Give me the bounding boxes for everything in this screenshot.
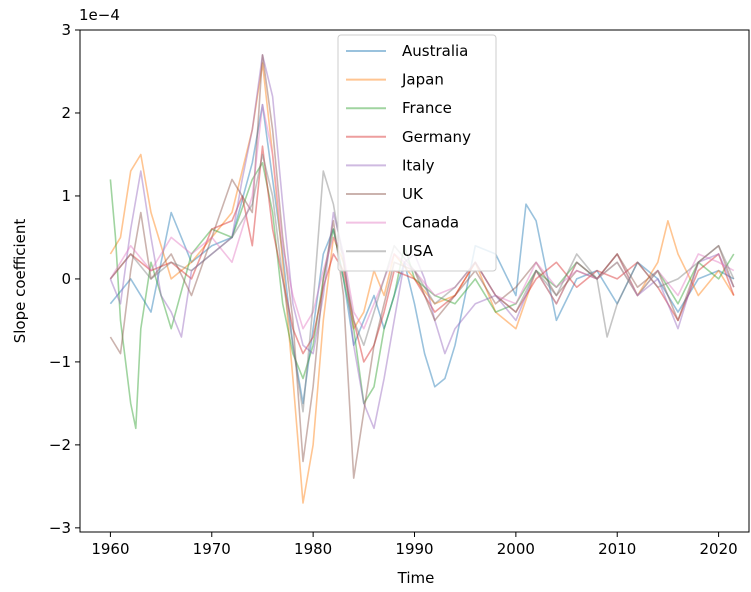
x-axis-label: Time	[397, 569, 435, 587]
y-tick-label: 0	[61, 270, 71, 288]
legend: Australia Japan France Germany Italy UK Canada…	[337, 34, 497, 272]
legend-label: Canada	[402, 214, 459, 232]
series-layer	[109, 54, 735, 504]
y-tick-label: −2	[49, 436, 71, 454]
y-tick-label: 1	[61, 187, 71, 205]
x-axis-ticks: 1960 1970 1980 1990 2000 2010 2020	[91, 532, 738, 558]
legend-label: USA	[402, 242, 434, 260]
x-tick-label: 1960	[91, 540, 129, 558]
series-line-usa	[109, 153, 735, 413]
series-line-uk	[109, 54, 735, 479]
x-tick-label: 1990	[395, 540, 433, 558]
x-tick-label: 1970	[193, 540, 231, 558]
legend-label: Japan	[401, 71, 444, 89]
x-tick-label: 2010	[598, 540, 636, 558]
series-line-germany	[109, 145, 735, 363]
x-tick-label: 1980	[294, 540, 332, 558]
x-tick-label: 2020	[699, 540, 737, 558]
y-tick-label: −1	[49, 353, 71, 371]
y-axis-label: Slope coefficient	[11, 219, 29, 344]
series-line-france	[109, 162, 735, 430]
legend-label: UK	[402, 185, 424, 203]
legend-label: Australia	[402, 42, 468, 60]
y-tick-label: 3	[61, 21, 71, 39]
y-axis-ticks: −3 −2 −1 0 1 2 3	[49, 21, 80, 537]
legend-label: Germany	[402, 128, 471, 146]
legend-label: France	[402, 99, 452, 117]
legend-label: Italy	[402, 156, 435, 174]
series-line-canada	[109, 103, 735, 330]
x-tick-label: 2000	[497, 540, 535, 558]
legend-box	[337, 34, 497, 272]
y-tick-label: 2	[61, 104, 71, 122]
y-tick-label: −3	[49, 519, 71, 537]
series-line-italy	[109, 54, 735, 430]
y-offset-label: 1e−4	[79, 6, 120, 24]
series-line-australia	[109, 103, 735, 405]
series-line-japan	[109, 62, 735, 504]
